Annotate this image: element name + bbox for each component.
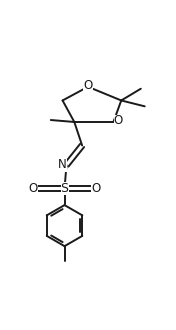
Text: O: O [29,182,38,195]
Text: N: N [58,158,67,172]
Text: O: O [83,79,93,92]
Text: O: O [114,115,123,127]
Text: O: O [91,182,100,195]
Text: S: S [61,182,68,195]
